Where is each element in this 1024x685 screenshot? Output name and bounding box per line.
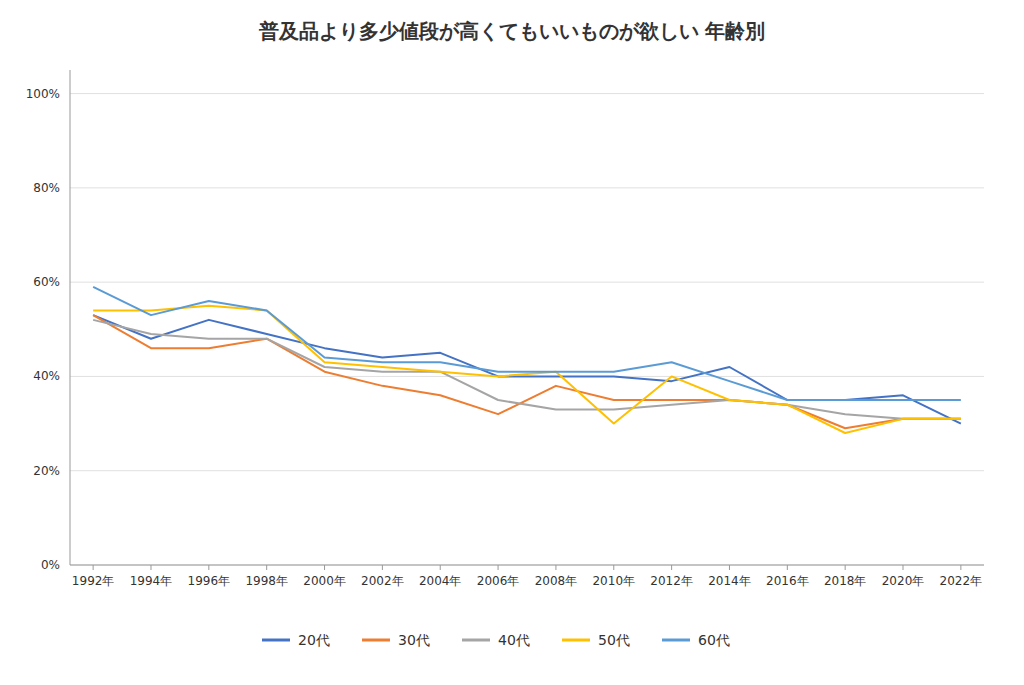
x-tick-label: 2000年 xyxy=(303,574,346,588)
x-tick xyxy=(150,565,151,570)
grid-line xyxy=(70,93,984,94)
x-tick xyxy=(729,565,730,570)
legend-swatch xyxy=(562,639,590,642)
x-tick-label: 2018年 xyxy=(824,574,867,588)
x-tick-label: 2010年 xyxy=(592,574,635,588)
legend-swatch xyxy=(262,639,290,642)
x-tick xyxy=(498,565,499,570)
y-tick-labels: 0% 20% 40% 60% 80% 100% xyxy=(26,87,60,572)
x-axis-line xyxy=(70,565,984,566)
y-axis-line xyxy=(70,70,71,565)
x-tick xyxy=(613,565,614,570)
y-tick-label: 0% xyxy=(41,558,60,572)
x-tick-label: 1996年 xyxy=(188,574,231,588)
x-tick xyxy=(960,565,961,570)
x-tick xyxy=(555,565,556,570)
series-line xyxy=(93,320,961,419)
chart-container: 普及品より多少値段が高くてもいいものが欲しい 年齢別 0% 20% 40% 60% 80%… xyxy=(0,0,1024,685)
grid-line xyxy=(70,282,984,283)
y-grid xyxy=(70,94,984,565)
x-tick xyxy=(208,565,209,570)
x-tick xyxy=(266,565,267,570)
chart-svg: 普及品より多少値段が高くてもいいものが欲しい 年齢別 0% 20% 40% 60% 80%… xyxy=(0,0,1024,685)
x-tick-label: 2008年 xyxy=(535,574,578,588)
y-tick-label: 60% xyxy=(33,275,60,289)
series-line xyxy=(93,306,961,433)
x-tick-label: 2016年 xyxy=(766,574,809,588)
x-tick xyxy=(93,565,94,570)
legend-swatch xyxy=(662,639,690,642)
x-tick xyxy=(787,565,788,570)
x-tick-label: 1994年 xyxy=(130,574,173,588)
x-tick xyxy=(324,565,325,570)
x-tick-labels: 1992年 1994年 1996年 1998年 2000年 2002年 2004年 2006年… xyxy=(72,565,982,588)
x-tick-label: 2012年 xyxy=(650,574,693,588)
legend-label: 60代 xyxy=(698,632,730,648)
x-tick-label: 2022年 xyxy=(940,574,983,588)
x-tick-label: 2006年 xyxy=(477,574,520,588)
legend-swatch xyxy=(362,639,390,642)
grid-line xyxy=(70,470,984,471)
y-tick-label: 80% xyxy=(33,181,60,195)
legend-label: 30代 xyxy=(398,632,430,648)
legend-label: 40代 xyxy=(498,632,530,648)
x-tick-label: 1992年 xyxy=(72,574,115,588)
x-tick-label: 2020年 xyxy=(882,574,925,588)
series-line xyxy=(93,315,961,423)
legend: 20代 30代 40代 50代 60代 xyxy=(262,632,730,648)
legend-label: 20代 xyxy=(298,632,330,648)
y-tick-label: 100% xyxy=(26,87,60,101)
x-tick xyxy=(382,565,383,570)
x-tick xyxy=(671,565,672,570)
grid-line xyxy=(70,565,984,566)
x-tick xyxy=(440,565,441,570)
title: 普及品より多少値段が高くてもいいものが欲しい 年齢別 xyxy=(258,19,766,43)
legend-label: 50代 xyxy=(598,632,630,648)
x-tick-label: 2014年 xyxy=(708,574,751,588)
series-line xyxy=(93,287,961,400)
grid-line xyxy=(70,187,984,188)
x-tick-label: 2002年 xyxy=(361,574,404,588)
series-lines xyxy=(93,287,961,433)
legend-swatch xyxy=(462,639,490,642)
x-tick-label: 2004年 xyxy=(419,574,462,588)
y-tick-label: 20% xyxy=(33,464,60,478)
x-tick xyxy=(903,565,904,570)
x-tick-label: 1998年 xyxy=(245,574,288,588)
y-tick-label: 40% xyxy=(33,369,60,383)
x-tick xyxy=(845,565,846,570)
